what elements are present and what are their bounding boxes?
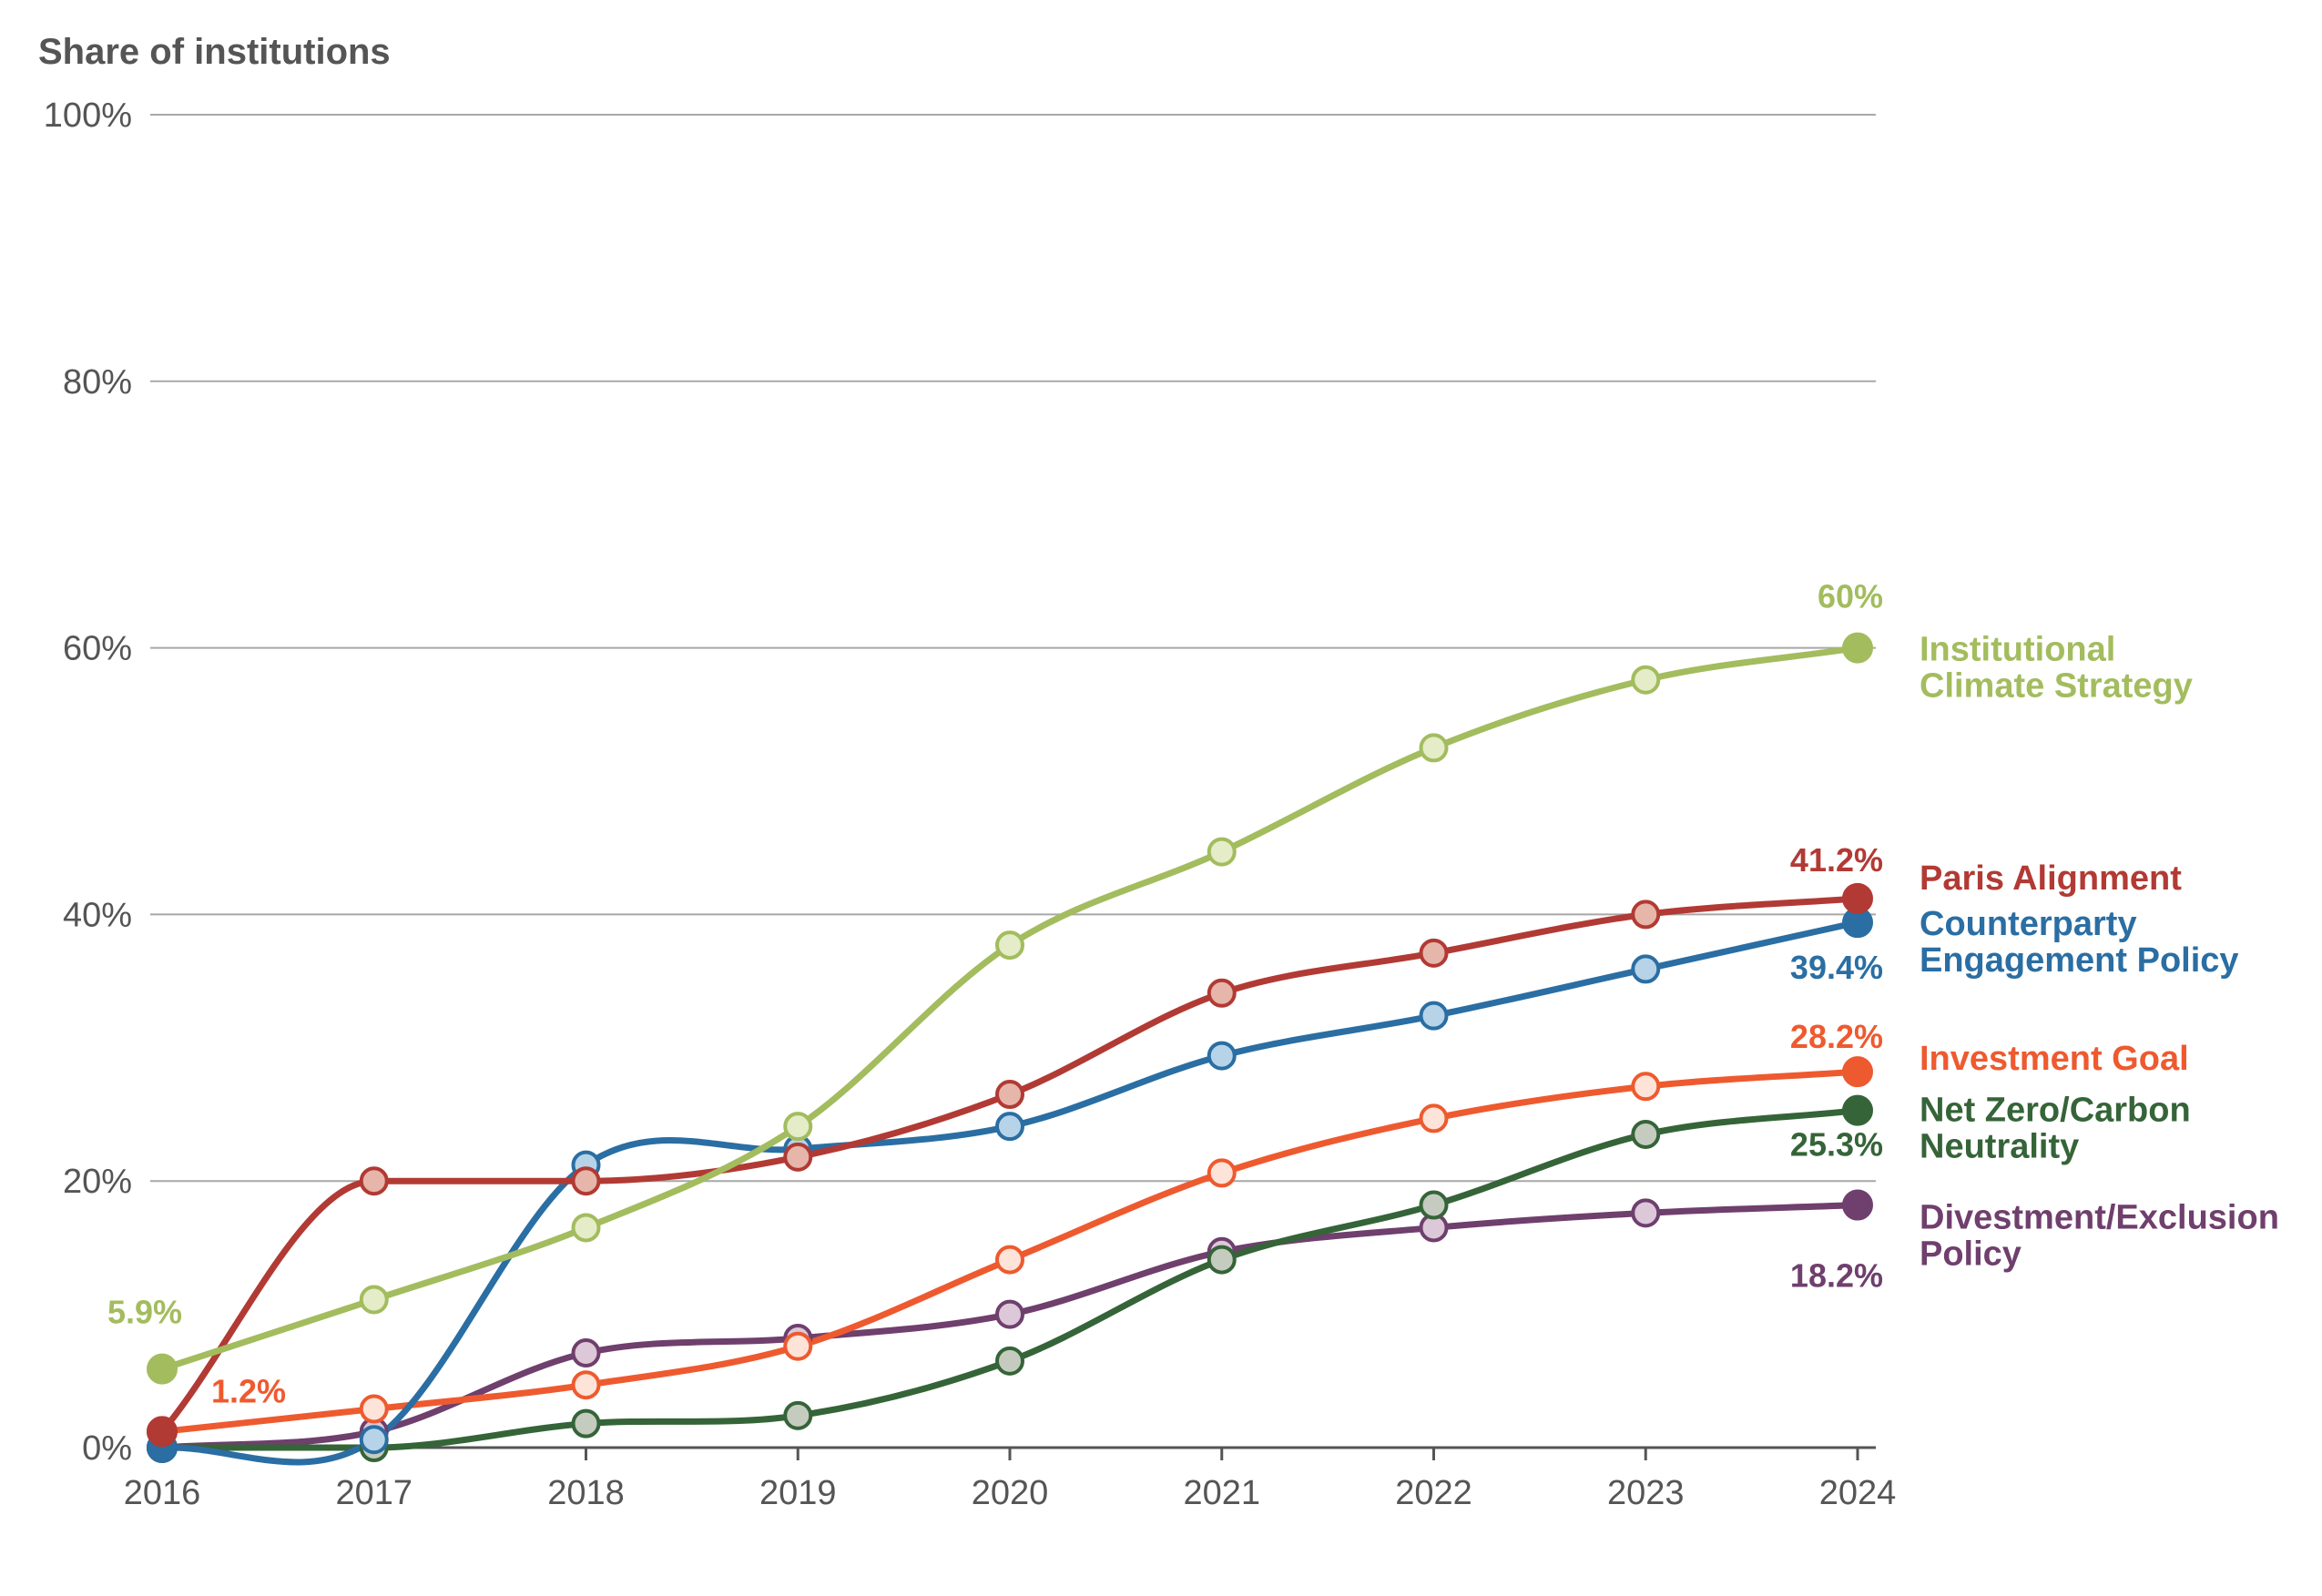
data-point (1842, 632, 1873, 664)
data-point (1419, 733, 1449, 763)
x-tick-label: 2020 (972, 1474, 1049, 1512)
end-value-label: 18.2% (1790, 1257, 1883, 1295)
series-name-label: Policy (1920, 1235, 2022, 1274)
series-name-label: Engagement Policy (1920, 941, 2239, 980)
data-point (1842, 1056, 1873, 1088)
data-point (1207, 1158, 1237, 1188)
data-point (1842, 1189, 1873, 1221)
data-point (147, 1416, 178, 1448)
y-axis-title: Share of institutions (38, 32, 391, 72)
data-point (1631, 954, 1661, 984)
data-point (995, 1245, 1024, 1275)
data-point (783, 1142, 813, 1172)
data-point (1207, 1245, 1237, 1275)
series-name-label: Climate Strategy (1920, 667, 2193, 706)
data-point (783, 1112, 813, 1142)
gridlines (150, 114, 1876, 1183)
data-point (783, 1331, 813, 1361)
data-point (995, 1112, 1024, 1142)
series-name-label: Institutional (1920, 631, 2115, 669)
series-line (158, 919, 1861, 1466)
end-value-label: 41.2% (1790, 841, 1883, 879)
y-tick-label: 40% (63, 896, 132, 934)
y-tick-label: 20% (63, 1163, 132, 1201)
data-point (571, 1370, 601, 1400)
data-point (1419, 1001, 1449, 1031)
series-name-label: Net Zero/Carbon (1920, 1092, 2191, 1130)
data-point (995, 1346, 1024, 1376)
start-value-label: 1.2% (211, 1372, 286, 1409)
data-point (359, 1425, 389, 1455)
data-point (1631, 1119, 1661, 1149)
x-tick-label: 2016 (124, 1474, 201, 1512)
end-value-label: 25.3% (1790, 1126, 1883, 1164)
data-point (1842, 1094, 1873, 1126)
end-value-label: 60% (1818, 578, 1883, 615)
series-name-label: Counterparty (1920, 905, 2137, 943)
data-point (359, 1394, 389, 1424)
end-value-label: 28.2% (1790, 1018, 1883, 1055)
x-tick-label: 2019 (759, 1474, 837, 1512)
x-tick-label: 2023 (1607, 1474, 1685, 1512)
y-tick-labels: 0% 20% 40% 60% 80% 100% (44, 97, 132, 1468)
data-point (995, 1299, 1024, 1329)
data-point (1631, 665, 1661, 695)
data-point (1631, 900, 1661, 930)
x-tick-label: 2017 (335, 1474, 412, 1512)
data-point (1419, 1190, 1449, 1220)
x-tick-label: 2024 (1819, 1474, 1897, 1512)
y-tick-label: 80% (63, 363, 132, 402)
data-point (783, 1400, 813, 1430)
y-tick-label: 60% (63, 630, 132, 668)
series-lines (158, 645, 1861, 1466)
y-tick-label: 0% (82, 1429, 132, 1468)
data-point (1207, 837, 1237, 867)
series-name-label: Neutrality (1920, 1128, 2079, 1166)
x-tick-label: 2018 (547, 1474, 625, 1512)
x-tick-label: 2021 (1183, 1474, 1260, 1512)
data-point (1631, 1198, 1661, 1228)
data-point (571, 1166, 601, 1196)
data-point (147, 1353, 178, 1385)
data-point (995, 1080, 1024, 1110)
data-point (1207, 1041, 1237, 1071)
x-axis: 2016 2017 2018 2019 2020 2021 2022 2023 2024 (124, 1446, 1897, 1512)
data-point (571, 1408, 601, 1438)
y-tick-label: 100% (44, 97, 132, 135)
series-points (147, 632, 1873, 1463)
end-value-label: 39.4% (1790, 949, 1883, 986)
data-point (1419, 1103, 1449, 1133)
data-point (1842, 882, 1873, 914)
data-point (571, 1338, 601, 1368)
start-value-label: 5.9% (107, 1294, 182, 1331)
data-point (995, 930, 1024, 961)
series-name-label: Paris Alignment (1920, 859, 2182, 898)
series-name-label: Investment Goal (1920, 1040, 2189, 1078)
data-point (359, 1166, 389, 1196)
data-point (1419, 938, 1449, 968)
x-tick-label: 2022 (1395, 1474, 1472, 1512)
data-point (571, 1213, 601, 1243)
data-point (1207, 978, 1237, 1008)
data-point (1631, 1072, 1661, 1102)
data-point (359, 1285, 389, 1315)
series-name-label: Divestment/Exclusion (1920, 1199, 2279, 1237)
